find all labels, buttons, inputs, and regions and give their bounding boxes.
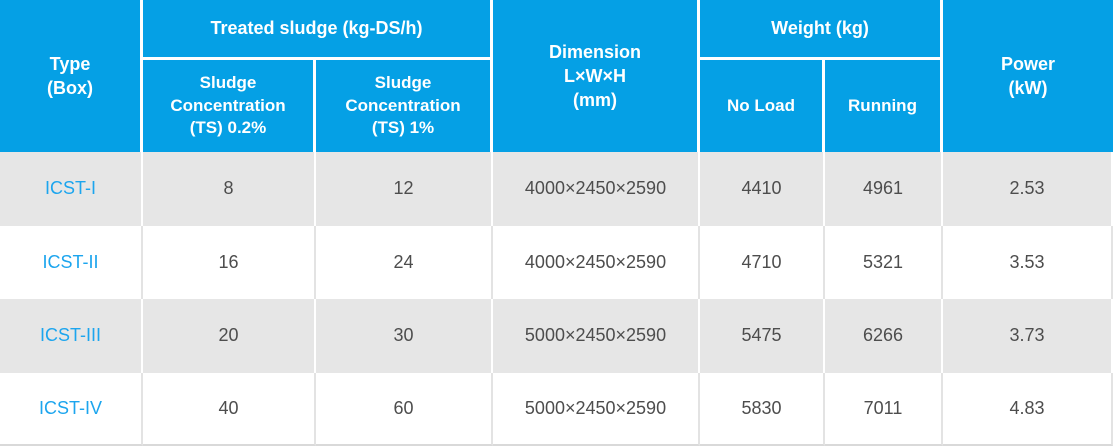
table-row: ICST-IV 40 60 5000×2450×2590 5830 7011 4…: [0, 372, 1113, 446]
cell-power: 2.53: [943, 152, 1113, 226]
table-body: ICST-I 8 12 4000×2450×2590 4410 4961 2.5…: [0, 152, 1113, 446]
cell-ts1: 60: [316, 372, 493, 446]
cell-no-load: 4710: [700, 225, 825, 299]
cell-type: ICST-III: [0, 299, 143, 373]
cell-ts1: 24: [316, 225, 493, 299]
header-cell-sludge-concentration-1: Sludge Concentration (TS) 1%: [316, 57, 493, 152]
cell-type: ICST-II: [0, 225, 143, 299]
header-cell-weight-group: Weight (kg): [700, 0, 943, 57]
cell-running: 6266: [825, 299, 943, 373]
cell-running: 4961: [825, 152, 943, 226]
table-header: Type (Box) Treated sludge (kg-DS/h) Dime…: [0, 0, 1113, 152]
cell-ts02: 40: [143, 372, 316, 446]
cell-running: 7011: [825, 372, 943, 446]
header-cell-no-load: No Load: [700, 57, 825, 152]
cell-power: 3.53: [943, 225, 1113, 299]
cell-ts02: 20: [143, 299, 316, 373]
cell-dimension: 5000×2450×2590: [493, 299, 700, 373]
cell-type: ICST-I: [0, 152, 143, 226]
table-row: ICST-III 20 30 5000×2450×2590 5475 6266 …: [0, 299, 1113, 373]
cell-power: 4.83: [943, 372, 1113, 446]
cell-type: ICST-IV: [0, 372, 143, 446]
cell-no-load: 5475: [700, 299, 825, 373]
table-row: ICST-I 8 12 4000×2450×2590 4410 4961 2.5…: [0, 152, 1113, 226]
cell-no-load: 5830: [700, 372, 825, 446]
cell-dimension: 5000×2450×2590: [493, 372, 700, 446]
header-cell-power: Power (kW): [943, 0, 1113, 152]
table-row: ICST-II 16 24 4000×2450×2590 4710 5321 3…: [0, 225, 1113, 299]
header-cell-dimension: Dimension L×W×H (mm): [493, 0, 700, 152]
header-cell-running: Running: [825, 57, 943, 152]
cell-ts02: 16: [143, 225, 316, 299]
cell-no-load: 4410: [700, 152, 825, 226]
cell-dimension: 4000×2450×2590: [493, 225, 700, 299]
header-cell-treated-sludge-group: Treated sludge (kg-DS/h): [143, 0, 493, 57]
cell-ts1: 30: [316, 299, 493, 373]
cell-power: 3.73: [943, 299, 1113, 373]
cell-ts02: 8: [143, 152, 316, 226]
cell-running: 5321: [825, 225, 943, 299]
header-cell-sludge-concentration-0-2: Sludge Concentration (TS) 0.2%: [143, 57, 316, 152]
cell-dimension: 4000×2450×2590: [493, 152, 700, 226]
header-cell-type: Type (Box): [0, 0, 143, 152]
cell-ts1: 12: [316, 152, 493, 226]
